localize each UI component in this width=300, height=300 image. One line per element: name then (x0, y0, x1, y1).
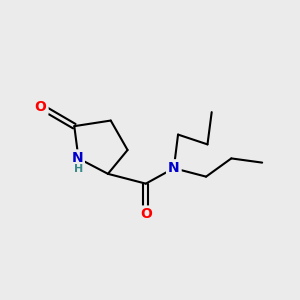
Text: N: N (71, 152, 83, 165)
Text: O: O (140, 208, 152, 221)
Text: N: N (168, 161, 180, 175)
Text: O: O (35, 100, 46, 113)
Text: H: H (74, 164, 83, 174)
